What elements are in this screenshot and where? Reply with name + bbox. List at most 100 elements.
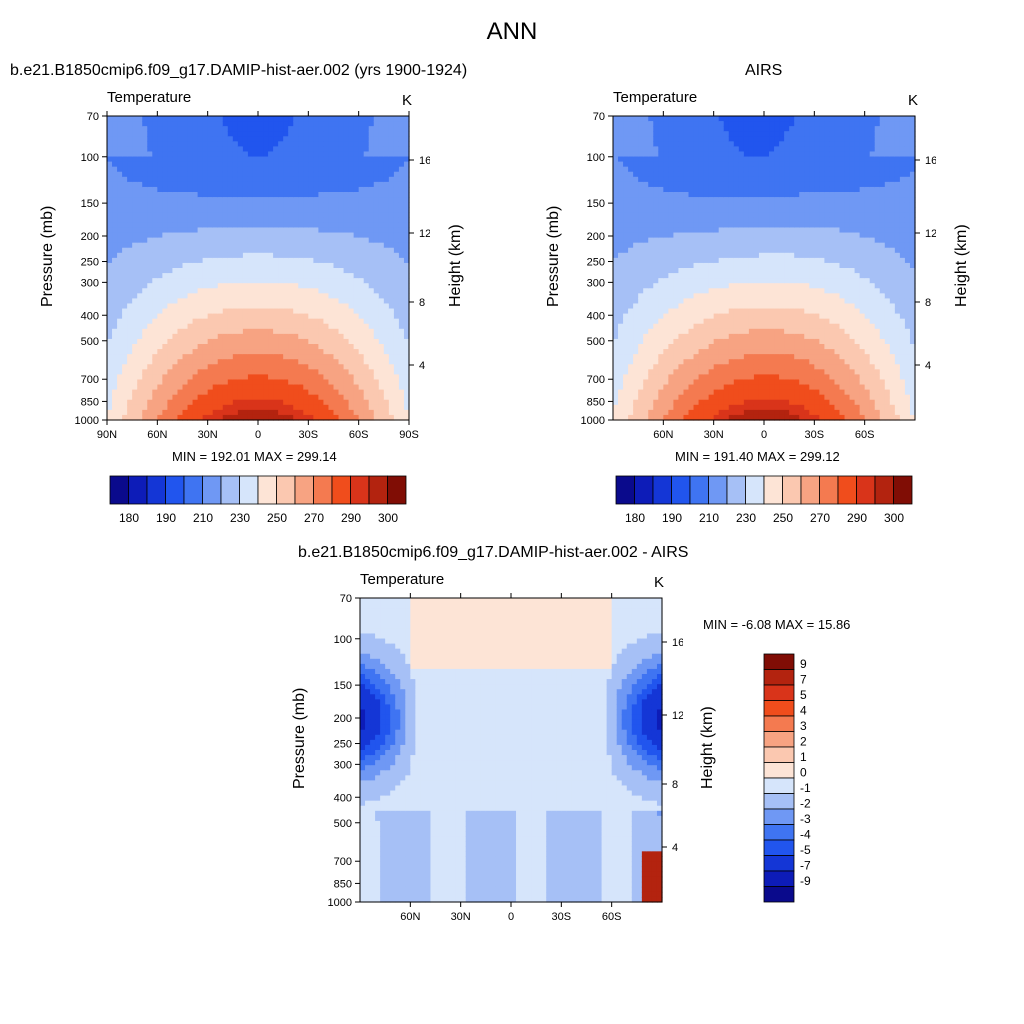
model-cell: [107, 349, 113, 355]
model-cell: [388, 131, 395, 137]
obs-cell: [638, 192, 644, 198]
model-cell: [258, 186, 264, 193]
obs-cell: [628, 176, 634, 183]
model-cell: [358, 237, 365, 244]
model-cell: [147, 303, 153, 310]
model-cell: [157, 212, 163, 218]
panel-model-ylabel: Pressure (mb): [39, 205, 56, 307]
obs-cell: [658, 151, 664, 158]
model-cell: [247, 409, 254, 416]
obs-cell: [658, 359, 664, 365]
obs-cell: [718, 338, 725, 345]
obs-cell: [683, 247, 690, 254]
model-cell: [378, 197, 385, 203]
obs-cell: [678, 303, 685, 310]
obs-cell: [698, 409, 705, 416]
model-cell: [283, 364, 289, 370]
obs-cell: [633, 328, 639, 335]
model-cell: [232, 394, 239, 401]
model-cell: [177, 354, 184, 360]
model-cell: [242, 268, 249, 274]
obs-cell: [683, 389, 690, 396]
model-cell: [132, 207, 138, 213]
model-cell: [273, 293, 279, 299]
obs-cell: [698, 197, 705, 203]
model-cell: [172, 181, 179, 188]
model-cell: [137, 166, 143, 173]
obs-cell: [648, 212, 654, 218]
model-cell: [403, 151, 410, 158]
model-cell: [112, 414, 118, 421]
obs-cell: [678, 252, 685, 259]
obs-cell: [673, 116, 680, 122]
model-cell: [348, 237, 355, 244]
model-cell: [182, 298, 189, 305]
model-cell: [308, 237, 314, 244]
obs-cell: [653, 369, 659, 375]
model-cell: [167, 278, 174, 284]
model-cell: [403, 222, 410, 229]
model-cell: [323, 121, 330, 127]
model-cell: [298, 318, 304, 325]
model-cell: [192, 207, 199, 213]
obs-cell: [708, 227, 715, 234]
model-cell: [122, 268, 128, 274]
model-cell: [328, 262, 335, 269]
model-cell: [222, 207, 229, 213]
model-cell: [137, 252, 143, 259]
model-cell: [318, 217, 325, 223]
model-cell: [222, 166, 229, 173]
model-cell: [227, 328, 234, 335]
obs-cell: [683, 409, 690, 416]
model-cell: [388, 197, 395, 203]
model-cell: [258, 273, 264, 279]
model-cell: [308, 146, 314, 153]
model-cell: [122, 197, 128, 203]
model-cell: [182, 344, 189, 350]
obs-cell: [638, 156, 644, 163]
model-cell: [147, 399, 153, 406]
model-cell: [343, 409, 350, 416]
obs-cell: [643, 328, 649, 335]
obs-cell: [693, 384, 700, 391]
model-cell: [368, 374, 375, 381]
model-cell: [363, 242, 370, 249]
obs-cell: [678, 161, 685, 168]
obs-cell: [658, 232, 664, 239]
obs-cell: [703, 374, 710, 381]
obs-cell: [703, 171, 710, 178]
model-cell: [318, 414, 325, 421]
model-cell: [127, 313, 133, 320]
model-cell: [383, 156, 390, 163]
model-cell: [192, 273, 199, 279]
model-cell: [398, 262, 405, 269]
model-cell: [368, 181, 375, 188]
obs-cell: [613, 268, 619, 274]
model-cell: [152, 278, 158, 284]
obs-cell: [688, 293, 695, 299]
obs-cell: [683, 232, 690, 239]
model-cell: [328, 151, 335, 158]
obs-cell: [713, 247, 720, 254]
model-cell: [167, 379, 174, 386]
model-cell: [368, 141, 375, 147]
model-cell: [167, 389, 174, 396]
model-cell: [232, 369, 239, 375]
model-cell: [348, 166, 355, 173]
model-cell: [127, 156, 133, 163]
model-cell: [167, 146, 174, 153]
obs-cell: [688, 389, 695, 396]
model-cell: [323, 359, 330, 365]
model-cell: [222, 217, 229, 223]
model-cell: [278, 121, 284, 127]
model-cell: [222, 293, 229, 299]
obs-cell: [668, 207, 674, 213]
obs-cell: [693, 409, 700, 416]
model-cell: [323, 323, 330, 330]
model-cell: [293, 278, 299, 284]
model-cell: [258, 166, 264, 173]
model-cell: [278, 237, 284, 244]
model-cell: [303, 161, 309, 168]
model-cell: [157, 288, 163, 294]
obs-cell: [663, 389, 669, 396]
